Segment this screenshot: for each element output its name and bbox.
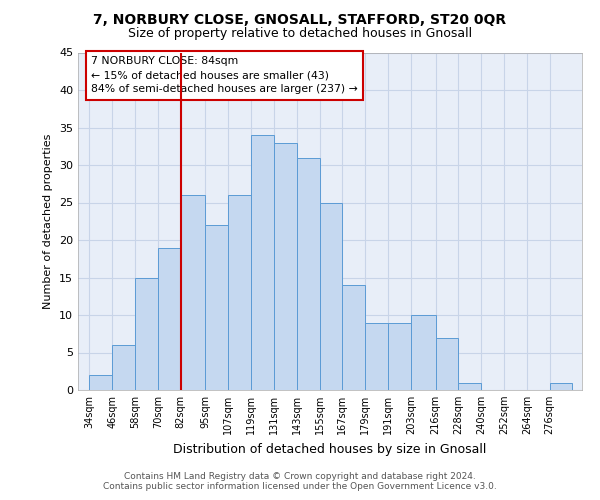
Bar <box>135 278 158 390</box>
Bar <box>320 202 343 390</box>
Bar <box>436 338 458 390</box>
Bar <box>365 322 388 390</box>
Bar <box>550 382 572 390</box>
Text: Contains HM Land Registry data © Crown copyright and database right 2024.
Contai: Contains HM Land Registry data © Crown c… <box>103 472 497 491</box>
Bar <box>158 248 181 390</box>
Bar <box>251 135 274 390</box>
Bar <box>181 195 205 390</box>
Bar <box>274 142 297 390</box>
Bar <box>297 158 320 390</box>
Bar <box>343 285 365 390</box>
Bar <box>411 315 436 390</box>
Bar <box>205 225 228 390</box>
Text: Size of property relative to detached houses in Gnosall: Size of property relative to detached ho… <box>128 28 472 40</box>
Text: 7 NORBURY CLOSE: 84sqm
← 15% of detached houses are smaller (43)
84% of semi-det: 7 NORBURY CLOSE: 84sqm ← 15% of detached… <box>91 56 358 94</box>
Bar <box>228 195 251 390</box>
Bar <box>89 375 112 390</box>
Y-axis label: Number of detached properties: Number of detached properties <box>43 134 53 309</box>
Bar <box>458 382 481 390</box>
Bar <box>388 322 411 390</box>
X-axis label: Distribution of detached houses by size in Gnosall: Distribution of detached houses by size … <box>173 442 487 456</box>
Bar <box>112 345 135 390</box>
Text: 7, NORBURY CLOSE, GNOSALL, STAFFORD, ST20 0QR: 7, NORBURY CLOSE, GNOSALL, STAFFORD, ST2… <box>94 12 506 26</box>
